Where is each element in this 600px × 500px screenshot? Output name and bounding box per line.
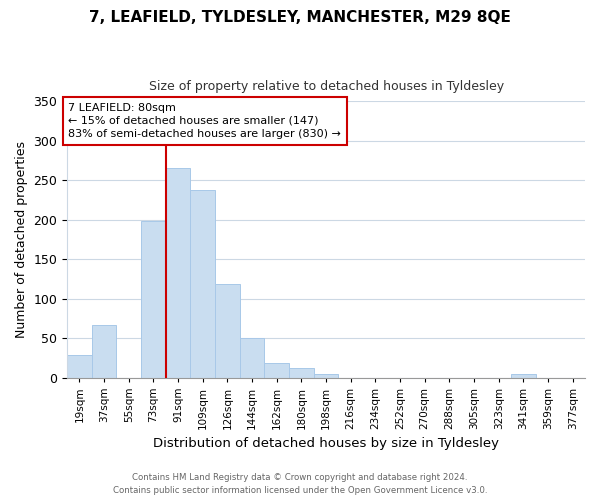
Bar bbox=[141, 221, 166, 378]
Bar bbox=[67, 356, 92, 378]
Y-axis label: Number of detached properties: Number of detached properties bbox=[15, 141, 28, 338]
Bar bbox=[92, 326, 116, 378]
X-axis label: Distribution of detached houses by size in Tyldesley: Distribution of detached houses by size … bbox=[153, 437, 499, 450]
Bar bbox=[511, 374, 536, 378]
Title: Size of property relative to detached houses in Tyldesley: Size of property relative to detached ho… bbox=[149, 80, 503, 93]
Bar bbox=[314, 374, 338, 378]
Text: 7 LEAFIELD: 80sqm
← 15% of detached houses are smaller (147)
83% of semi-detache: 7 LEAFIELD: 80sqm ← 15% of detached hous… bbox=[68, 102, 341, 139]
Bar bbox=[240, 338, 265, 378]
Bar bbox=[265, 362, 289, 378]
Text: 7, LEAFIELD, TYLDESLEY, MANCHESTER, M29 8QE: 7, LEAFIELD, TYLDESLEY, MANCHESTER, M29 … bbox=[89, 10, 511, 25]
Text: Contains HM Land Registry data © Crown copyright and database right 2024.
Contai: Contains HM Land Registry data © Crown c… bbox=[113, 474, 487, 495]
Bar bbox=[215, 284, 240, 378]
Bar bbox=[166, 168, 190, 378]
Bar bbox=[190, 190, 215, 378]
Bar bbox=[289, 368, 314, 378]
